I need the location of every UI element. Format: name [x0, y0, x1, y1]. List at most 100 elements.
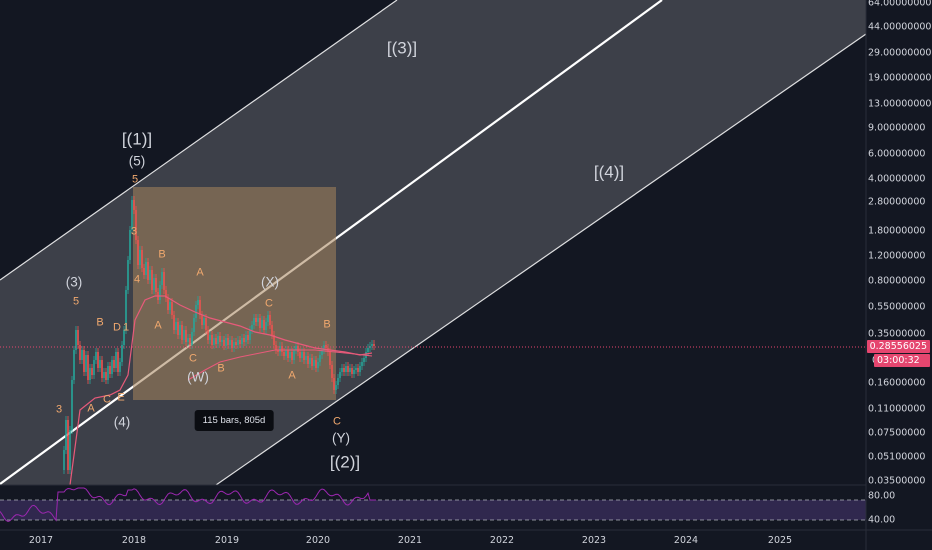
candle-body [109, 366, 111, 374]
wave-label-minor[interactable]: B [217, 362, 225, 375]
candle-body [351, 368, 353, 374]
wave-label-int-Y[interactable]: (Y) [332, 430, 350, 446]
candle-body [149, 270, 151, 280]
wave-label-minor[interactable]: E [117, 391, 125, 404]
wave-label-minor[interactable]: D [113, 321, 121, 334]
candle-body [341, 368, 343, 372]
wave-label-minor[interactable]: A [154, 319, 162, 332]
measure-tooltip: 115 bars, 805d [194, 410, 274, 431]
candle-body [185, 330, 187, 342]
candle-body [147, 262, 149, 280]
wave-label-int-3[interactable]: (3) [65, 274, 83, 290]
price-axis-label: 29.00000000 [868, 47, 932, 59]
wave-label-major-4[interactable]: [(4)] [593, 162, 625, 182]
channel-lower-line[interactable] [215, 33, 867, 486]
time-label-2023: 2023 [581, 535, 607, 546]
candle-body [303, 352, 305, 360]
candle-body [129, 230, 131, 260]
wave-label-int-W[interactable]: (W) [187, 369, 209, 385]
candle-body [287, 350, 289, 358]
candle-body [245, 335, 247, 342]
wave-label-major-2[interactable]: [(2)] [329, 452, 361, 472]
price-axis-label: 0.11000000 [868, 403, 926, 415]
rsi-line [0, 487, 376, 523]
price-axis-label: 44.00000000 [868, 21, 932, 33]
candle-body [277, 350, 279, 352]
rsi-pane[interactable] [0, 486, 866, 530]
wave-label-int-X[interactable]: (X) [261, 274, 279, 290]
candle-body [311, 358, 313, 366]
candle-body [279, 346, 281, 352]
wave-label-minor[interactable]: 5 [72, 295, 80, 308]
wave-label-minor[interactable]: 4 [133, 273, 141, 286]
price-axis-label: 2.80000000 [868, 196, 926, 208]
rsi-band [0, 500, 866, 520]
candle-body [305, 356, 307, 360]
candle-body [271, 325, 273, 335]
candle-body [361, 362, 363, 366]
wave-label-major-3[interactable]: [(3)] [386, 38, 418, 58]
wave-label-major-1[interactable]: [(1)] [121, 129, 153, 149]
candle-body [141, 250, 143, 268]
wave-label-minor[interactable]: C [265, 297, 273, 310]
candle-body [139, 250, 141, 265]
candle-body [333, 378, 335, 390]
channel-upper-line[interactable] [0, 0, 398, 281]
candle-body [367, 348, 369, 352]
candle-body [345, 366, 347, 372]
wave-label-minor[interactable]: A [288, 369, 296, 382]
wave-label-int-5[interactable]: (5) [128, 153, 146, 169]
wave-label-minor[interactable]: C [189, 352, 197, 365]
candle-body [177, 322, 179, 335]
candle-body [343, 368, 345, 372]
candle-body [161, 272, 163, 285]
candle-body [225, 338, 227, 346]
candle-body [107, 366, 109, 380]
candle-body [117, 352, 119, 372]
wave-label-minor[interactable]: 5 [131, 173, 139, 186]
candle-body [263, 320, 265, 330]
candle-body [81, 350, 83, 360]
wave-label-minor[interactable]: B [323, 318, 331, 331]
price-axis-label: 0.03500000 [868, 475, 926, 487]
candle-body [199, 300, 201, 315]
candle-body [179, 325, 181, 335]
wave-label-int-4[interactable]: (4) [113, 414, 131, 430]
candle-body [215, 338, 217, 344]
candle-body [269, 315, 271, 325]
moving-average-line-slow [187, 349, 373, 381]
candle-body [241, 338, 243, 344]
date-range-measure-box[interactable] [133, 187, 336, 400]
candle-body [193, 318, 195, 332]
time-label-2021: 2021 [397, 535, 423, 546]
bar-countdown-tag: 03:00:32 [874, 354, 930, 367]
wave-label-minor[interactable]: 3 [130, 225, 138, 238]
wave-label-minor[interactable]: 3 [55, 403, 63, 416]
candle-body [249, 330, 251, 340]
candle-body [299, 352, 301, 358]
candle-body [325, 345, 327, 348]
time-label-2024: 2024 [673, 535, 699, 546]
price-axis-label: 1.80000000 [868, 225, 926, 237]
wave-label-minor[interactable]: A [87, 402, 95, 415]
candle-body [239, 340, 241, 344]
wave-label-minor[interactable]: C [333, 415, 341, 428]
candle-body [113, 360, 115, 368]
candle-body [227, 338, 229, 345]
price-axis-label: 0.16000000 [868, 377, 926, 389]
wave-label-minor[interactable]: B [158, 248, 166, 261]
candle-body [121, 345, 123, 362]
candle-body [153, 278, 155, 290]
candle-body [63, 450, 65, 470]
candle-body [101, 360, 103, 378]
wave-label-minor[interactable]: 1 [122, 321, 130, 334]
candle-body [123, 330, 125, 345]
wave-label-minor[interactable]: B [96, 316, 104, 329]
candle-body [229, 340, 231, 345]
candle-body [221, 340, 223, 342]
candle-body [273, 335, 275, 345]
candle-body [357, 368, 359, 372]
wave-label-minor[interactable]: A [196, 266, 204, 279]
wave-label-minor[interactable]: C [103, 393, 111, 406]
